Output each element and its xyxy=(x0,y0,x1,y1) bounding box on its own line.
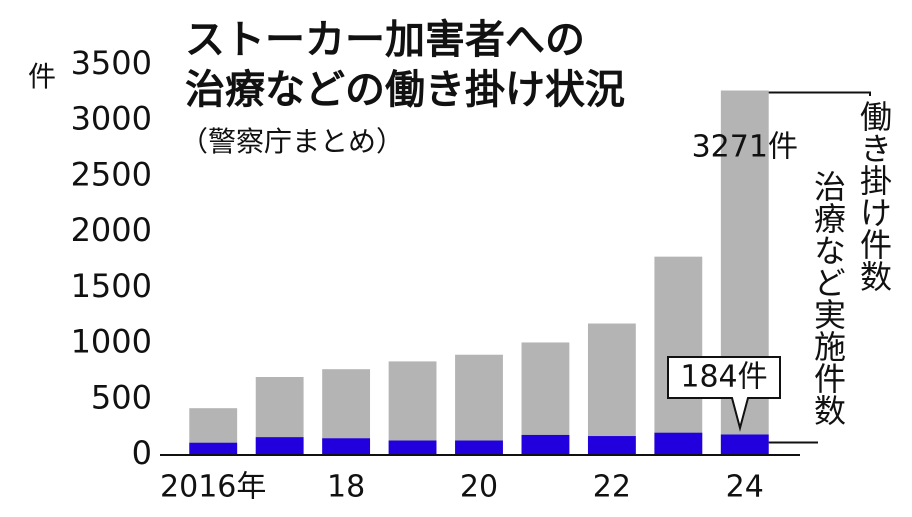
y-tick-label: 3000 xyxy=(71,100,152,138)
y-tick-label: 2000 xyxy=(71,211,152,249)
legend-label: 治療など実施件数 xyxy=(809,170,847,426)
bar xyxy=(455,440,503,455)
x-tick-label: 22 xyxy=(593,470,631,505)
bar xyxy=(521,434,570,455)
y-tick-label: 500 xyxy=(91,378,152,416)
bar xyxy=(654,256,703,455)
x-tick-label: 20 xyxy=(460,470,498,505)
x-tick-label: 24 xyxy=(726,470,764,505)
bar xyxy=(720,434,769,455)
y-tick-label: 1500 xyxy=(71,267,152,305)
bar xyxy=(455,354,503,455)
y-tick-label: 3500 xyxy=(71,44,152,82)
chart-title: ストーカー加害者への xyxy=(185,17,585,63)
bar xyxy=(322,438,371,455)
x-tick-label: 2016年 xyxy=(160,470,266,505)
chart-title: 治療などの働き掛け状況 xyxy=(185,67,625,113)
y-tick-label: 1000 xyxy=(71,323,152,361)
y-tick-label: 2500 xyxy=(71,155,152,193)
value-label: 184件 xyxy=(680,360,767,395)
bar xyxy=(189,442,238,455)
callout-box xyxy=(667,356,781,432)
bar xyxy=(587,323,636,455)
bar xyxy=(388,361,437,455)
y-tick-label: 0 xyxy=(132,434,152,472)
bar xyxy=(654,432,703,455)
y-unit: 件 xyxy=(28,60,56,93)
x-tick-label: 18 xyxy=(327,470,365,505)
bar xyxy=(388,440,437,455)
bar xyxy=(587,436,636,455)
leader-line xyxy=(768,91,871,96)
legend-label: 働き掛け件数 xyxy=(855,100,893,292)
value-label: 3271件 xyxy=(692,130,798,165)
bar xyxy=(255,437,304,455)
chart-subtitle: （警察庁まとめ） xyxy=(180,125,404,158)
